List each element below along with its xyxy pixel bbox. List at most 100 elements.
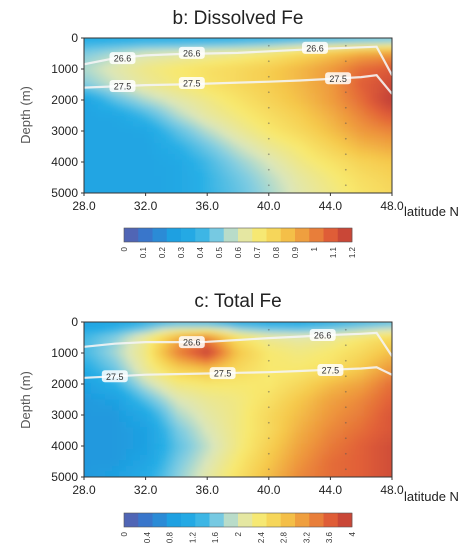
heatmap-cell	[161, 388, 169, 395]
heatmap-cell	[364, 38, 372, 45]
heatmap-cell	[98, 38, 106, 45]
heatmap-cell	[154, 438, 162, 445]
heatmap-cell	[126, 366, 134, 373]
heatmap-cell	[287, 176, 295, 183]
heatmap-cell	[154, 322, 162, 329]
colorbar-tick-label: 0.4	[196, 246, 205, 258]
heatmap-cell	[259, 187, 267, 193]
heatmap-cell	[308, 60, 316, 67]
heatmap-cell	[154, 126, 162, 133]
heatmap-cell	[259, 159, 267, 166]
heatmap-cell	[91, 154, 99, 161]
heatmap-cell	[175, 126, 183, 133]
heatmap-cell	[140, 76, 148, 83]
heatmap-cell	[98, 471, 106, 477]
heatmap-cell	[259, 443, 267, 450]
heatmap-cell	[364, 181, 372, 189]
heatmap-cell	[175, 65, 183, 72]
heatmap-cell	[252, 443, 260, 450]
heatmap-cell	[203, 43, 211, 50]
heatmap-cell	[252, 121, 260, 128]
heatmap-cell	[154, 410, 162, 417]
heatmap-cell	[252, 109, 260, 117]
heatmap-cell	[357, 471, 365, 477]
heatmap-cell	[126, 65, 134, 72]
heatmap-cell	[280, 187, 288, 193]
heatmap-cell	[126, 333, 134, 340]
heatmap-cell	[301, 54, 309, 61]
heatmap-cell	[161, 176, 169, 183]
heatmap-cell	[259, 154, 267, 161]
heatmap-cell	[266, 421, 274, 428]
heatmap-cell	[322, 360, 330, 367]
heatmap-cell	[392, 66, 400, 72]
heatmap-cell	[231, 477, 239, 483]
heatmap-cell	[91, 377, 99, 384]
heatmap-cell	[315, 338, 323, 345]
heatmap-cell	[357, 38, 365, 45]
heatmap-cell	[98, 388, 106, 395]
heatmap-cell	[140, 176, 148, 183]
heatmap-cell	[91, 449, 99, 456]
heatmap-cell	[203, 170, 211, 177]
heatmap-cell	[98, 193, 106, 199]
heatmap-cell	[238, 393, 246, 401]
heatmap-cell	[119, 410, 127, 417]
heatmap-cell	[350, 333, 358, 340]
heatmap-cell	[329, 405, 337, 412]
heatmap-cell	[133, 460, 141, 467]
heatmap-cell	[343, 132, 351, 139]
heatmap-cell	[196, 327, 204, 334]
heatmap-cell	[371, 76, 379, 83]
heatmap-cell	[126, 109, 134, 117]
heatmap-cell	[91, 322, 99, 329]
heatmap-cell	[350, 159, 358, 166]
heatmap-cell	[315, 465, 323, 473]
heatmap-cell	[147, 76, 155, 83]
heatmap-cell	[266, 154, 274, 161]
heatmap-cell	[252, 438, 260, 445]
heatmap-cell	[371, 377, 379, 384]
heatmap-cell	[287, 410, 295, 417]
heatmap-cell	[392, 176, 400, 182]
heatmap-cell	[357, 388, 365, 395]
heatmap-cell	[147, 465, 155, 473]
station-dot	[344, 452, 347, 455]
heatmap-cell	[343, 98, 351, 106]
heatmap-cell	[357, 193, 365, 199]
heatmap-cell	[371, 399, 379, 406]
heatmap-cell	[161, 333, 169, 340]
heatmap-cell	[84, 60, 85, 67]
heatmap-cell	[126, 377, 134, 384]
heatmap-cell	[301, 454, 309, 461]
heatmap-cell	[385, 333, 392, 340]
heatmap-cell	[161, 322, 169, 329]
heatmap-cell	[301, 87, 309, 94]
heatmap-cell	[91, 76, 99, 83]
heatmap-cell	[196, 427, 204, 434]
heatmap-cell	[364, 405, 372, 412]
heatmap-cell	[210, 43, 218, 50]
heatmap-cell	[224, 382, 232, 390]
heatmap-cell	[217, 159, 225, 166]
heatmap-cell	[154, 154, 162, 161]
heatmap-cell	[259, 344, 267, 351]
heatmap-cell	[287, 344, 295, 351]
panel-total-fe: c: Total Fe Depth (m) 26.626.627.5 27.5 27…	[18, 291, 459, 543]
heatmap-cell	[161, 71, 169, 78]
heatmap-cell	[308, 416, 316, 423]
heatmap-cell	[308, 427, 316, 434]
heatmap-cell	[126, 43, 134, 50]
heatmap-cell	[231, 170, 239, 177]
heatmap-cell	[294, 416, 302, 423]
heatmap-cell	[378, 38, 386, 45]
heatmap-cell	[217, 76, 225, 83]
heatmap-cell	[357, 438, 365, 445]
heatmap-cell	[91, 410, 99, 417]
heatmap-cell	[238, 333, 246, 340]
heatmap-cell	[105, 49, 113, 56]
heatmap-cell	[161, 104, 169, 111]
heatmap-cell	[133, 43, 141, 50]
heatmap-cell	[364, 104, 372, 111]
heatmap-cell	[343, 104, 351, 111]
